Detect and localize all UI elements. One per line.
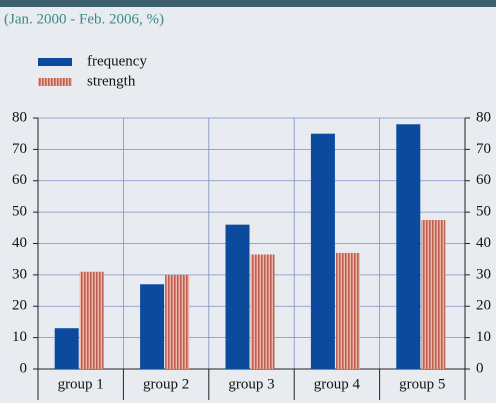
y2-tick-label: 30 [476,266,491,282]
y2-tick-label: 80 [476,109,491,125]
legend-label: strength [87,73,136,89]
bar [54,328,79,369]
x-tick-label: group 3 [228,376,274,392]
legend-label: frequency [87,53,147,69]
header-band [0,0,496,7]
y-tick-label: 10 [12,329,27,345]
y2-tick-label: 40 [476,235,491,251]
y-tick-label: 60 [12,172,27,188]
x-tick-label: group 1 [58,376,104,392]
x-tick-label: group 4 [314,376,361,392]
bar [140,284,165,369]
y2-tick-label: 10 [476,329,491,345]
y-tick-label: 80 [12,109,27,125]
y2-tick-label: 0 [476,360,484,376]
bar [165,274,190,369]
y-tick-label: 40 [12,235,27,251]
bar [396,124,421,370]
y-tick-label: 0 [20,360,28,376]
bar [421,219,446,369]
y2-tick-label: 60 [476,172,491,188]
y-tick-label: 30 [12,266,27,282]
y2-tick-label: 70 [476,141,491,157]
bar [250,254,275,369]
chart-subtitle: (Jan. 2000 - Feb. 2006, %) [4,11,164,27]
x-tick-label: group 2 [143,376,189,392]
y2-tick-label: 50 [476,204,491,220]
bar [79,271,104,369]
bar [310,133,335,369]
legend-swatch [38,78,72,86]
bar [335,252,360,369]
legend-swatch [38,58,72,66]
y2-tick-label: 20 [476,298,491,314]
y-tick-label: 20 [12,298,27,314]
bar [225,224,250,369]
y-tick-label: 70 [12,141,27,157]
x-tick-label: group 5 [399,376,445,392]
y-tick-label: 50 [12,204,27,220]
